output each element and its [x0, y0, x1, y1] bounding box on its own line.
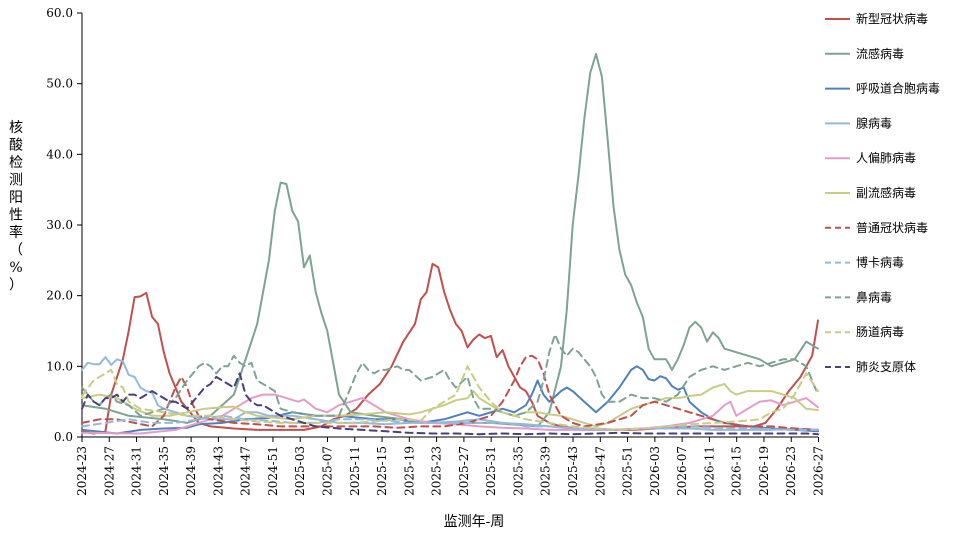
x-tick-label: 2026-03	[648, 446, 662, 496]
series-line-8	[81, 333, 819, 417]
y-axis-title: 核酸检测阳性率（%）	[9, 120, 23, 294]
series-line-7	[81, 414, 819, 431]
series-line-10	[81, 372, 819, 436]
x-tick-label: 2026-27	[812, 446, 826, 496]
legend-label-9: 肠道病毒	[856, 324, 904, 339]
x-tick-label: 2025-19	[402, 446, 416, 496]
y-tick-label: 30.0	[46, 218, 73, 232]
x-tick-label: 2024-47	[239, 446, 253, 496]
x-axis: 2024-23 2024-27 2024-31 2024-35 2024-39 2024-…	[75, 436, 826, 496]
x-tick-label: 2025-23	[430, 446, 444, 496]
y-tick-label: 60.0	[46, 6, 73, 20]
series-line-6	[81, 354, 819, 431]
y-tick-label: 20.0	[46, 289, 73, 303]
y-tick-label: 10.0	[46, 359, 73, 373]
x-tick-label: 2024-39	[184, 446, 198, 496]
legend-label-3: 腺病毒	[856, 115, 892, 130]
legend-label-2: 呼吸道合胞病毒	[856, 81, 940, 96]
x-tick-label: 2025-39	[539, 446, 553, 496]
series-lines	[81, 53, 819, 436]
x-tick-label: 2024-31	[130, 446, 144, 496]
x-tick-label: 2025-11	[348, 446, 362, 496]
x-tick-label: 2026-07	[675, 446, 689, 496]
x-tick-label: 2025-51	[621, 446, 635, 496]
x-tick-label: 2024-23	[75, 446, 89, 496]
y-axis: 0.0 10.0 20.0 30.0 40.0 50.0 60.0	[46, 6, 83, 444]
series-line-0	[81, 262, 819, 435]
series-line-3	[81, 356, 819, 431]
series-line-9	[81, 365, 819, 431]
legend-label-4: 人偏肺病毒	[856, 150, 916, 165]
legend-label-1: 流感病毒	[856, 46, 904, 61]
y-tick-label: 0.0	[54, 430, 73, 444]
legend-label-7: 博卡病毒	[856, 255, 904, 270]
x-tick-label: 2026-19	[757, 446, 771, 496]
x-tick-label: 2025-31	[484, 446, 498, 496]
x-tick-label: 2025-15	[375, 446, 389, 496]
legend: 新型冠状病毒流感病毒呼吸道合胞病毒腺病毒人偏肺病毒副流感病毒普通冠状病毒博卡病毒…	[825, 11, 940, 374]
y-tick-label: 40.0	[46, 147, 73, 161]
x-tick-label: 2025-27	[457, 446, 471, 496]
x-axis-title: 监测年-周	[444, 514, 505, 530]
x-tick-label: 2025-35	[511, 446, 525, 496]
x-tick-label: 2025-07	[321, 446, 335, 496]
x-tick-label: 2026-11	[702, 446, 716, 496]
x-tick-label: 2025-43	[566, 446, 580, 496]
x-tick-label: 2024-43	[211, 446, 225, 496]
legend-label-6: 普通冠状病毒	[856, 220, 928, 235]
legend-label-10: 肺炎支原体	[856, 360, 916, 374]
legend-label-0: 新型冠状病毒	[856, 11, 928, 26]
x-tick-label: 2026-23	[784, 446, 798, 496]
x-tick-label: 2024-51	[266, 446, 280, 496]
x-tick-label: 2025-47	[593, 446, 607, 496]
x-tick-label: 2026-15	[730, 446, 744, 496]
y-tick-label: 50.0	[46, 77, 73, 91]
legend-label-5: 副流感病毒	[856, 185, 916, 200]
legend-label-8: 鼻病毒	[856, 289, 892, 304]
x-tick-label: 2024-35	[157, 446, 171, 496]
x-tick-label: 2024-27	[102, 446, 116, 496]
x-tick-label: 2025-03	[293, 446, 307, 496]
series-line-1	[81, 53, 819, 428]
